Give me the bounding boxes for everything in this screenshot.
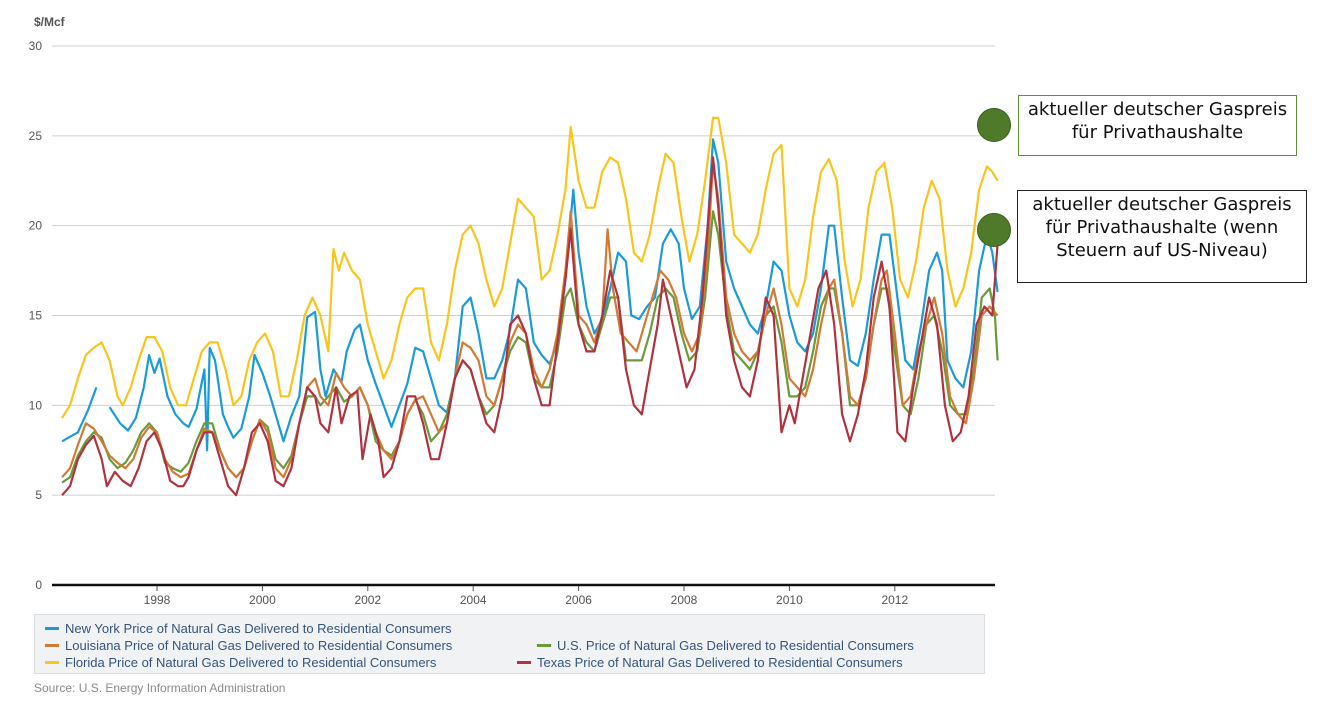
series-line-1	[61, 161, 999, 479]
legend-item-la[interactable]: Louisiana Price of Natural Gas Delivered…	[45, 638, 452, 653]
y-tick-label: 30	[29, 39, 43, 53]
legend-label-ny: New York Price of Natural Gas Delivered …	[65, 621, 452, 636]
y-tick-label: 5	[35, 488, 42, 502]
x-axis: 1998 2000 2002 2004 2006 2008 2010 2012	[52, 583, 995, 607]
y-tick-label: 20	[29, 219, 43, 233]
legend-item-fl[interactable]: Florida Price of Natural Gas Delivered t…	[45, 655, 436, 670]
legend-item-us[interactable]: U.S. Price of Natural Gas Delivered to R…	[537, 638, 914, 653]
y-tick-label: 15	[29, 309, 43, 323]
y-tick-label: 0	[35, 578, 42, 592]
legend: New York Price of Natural Gas Delivered …	[34, 614, 985, 674]
legend-label-tx: Texas Price of Natural Gas Delivered to …	[537, 655, 903, 670]
legend-item-ny[interactable]: New York Price of Natural Gas Delivered …	[45, 621, 452, 636]
x-tick-label: 2004	[460, 593, 487, 607]
legend-swatch-tx	[517, 661, 531, 664]
x-tick-label: 2008	[671, 593, 698, 607]
legend-swatch-ny	[45, 627, 59, 630]
annotation-1-line-1: aktueller deutscher Gaspreis	[1027, 99, 1288, 120]
series-line-4	[61, 156, 999, 497]
x-tick-label: 2010	[776, 593, 803, 607]
x-tick-label: 2012	[881, 593, 908, 607]
y-unit-label: $/Mcf	[34, 15, 66, 29]
legend-item-tx[interactable]: Texas Price of Natural Gas Delivered to …	[517, 655, 903, 670]
x-tick-label: 2002	[354, 593, 381, 607]
annotation-box-1: aktueller deutscher Gaspreis für Privath…	[1018, 95, 1297, 156]
annotation-marker-1	[977, 108, 1011, 142]
price-line-chart: 0 5 10 15 20 25 30 1998 2000 2002 2004 2006 2008 201…	[29, 15, 999, 607]
y-tick-label: 10	[29, 398, 43, 412]
series-line-0	[61, 138, 999, 452]
annotation-1-line-2: für Privathaushalte	[1071, 122, 1244, 143]
source-note: Source: U.S. Energy Information Administ…	[34, 681, 286, 695]
series-line-3	[61, 116, 999, 419]
annotation-marker-2	[977, 213, 1011, 247]
legend-swatch-us	[537, 644, 551, 647]
y-axis-ticks: 0 5 10 15 20 25 30	[29, 39, 43, 592]
annotation-2-line-3: Steuern auf US-Niveau)	[1056, 240, 1268, 261]
legend-label-us: U.S. Price of Natural Gas Delivered to R…	[557, 638, 914, 653]
annotation-box-2: aktueller deutscher Gaspreis für Privath…	[1017, 190, 1307, 283]
annotation-2-line-1: aktueller deutscher Gaspreis	[1032, 194, 1292, 215]
x-tick-label: 1998	[144, 593, 171, 607]
x-tick-label: 2000	[249, 593, 276, 607]
legend-label-fl: Florida Price of Natural Gas Delivered t…	[65, 655, 437, 670]
y-tick-label: 25	[29, 129, 43, 143]
annotation-2-line-2: für Privathaushalte (wenn	[1045, 217, 1279, 238]
series-lines	[61, 116, 999, 497]
legend-swatch-fl	[45, 661, 59, 664]
legend-label-la: Louisiana Price of Natural Gas Delivered…	[65, 638, 453, 653]
legend-swatch-la	[45, 644, 59, 647]
x-tick-label: 2006	[565, 593, 592, 607]
